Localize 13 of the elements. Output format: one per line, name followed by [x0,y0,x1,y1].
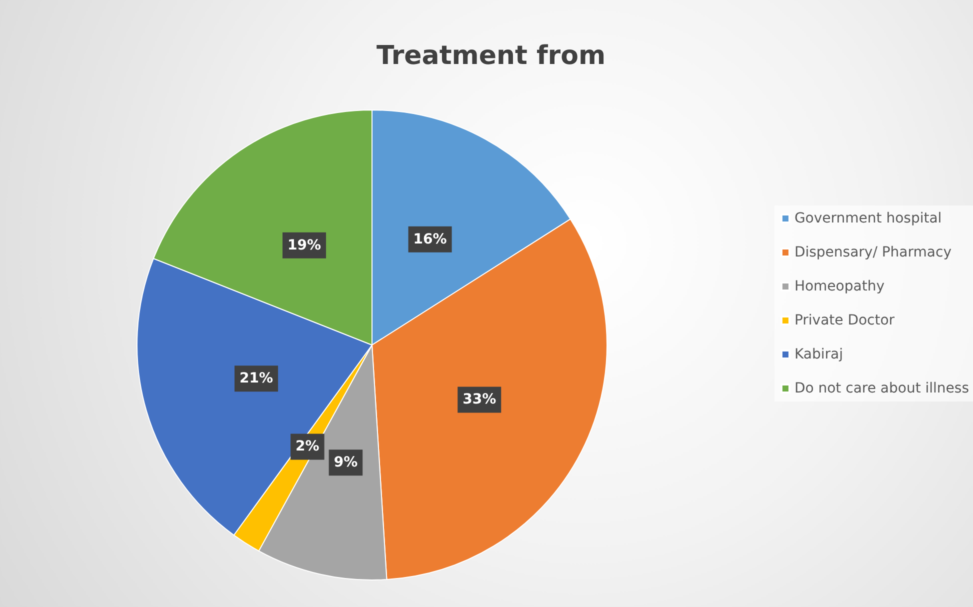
legend-label: Homeopathy [794,278,884,294]
legend-label: Private Doctor [794,312,895,328]
data-label: 21% [240,370,274,387]
legend-label: Dispensary/ Pharmacy [794,244,952,260]
data-label: 33% [462,392,496,408]
legend-label: Government hospital [794,210,942,226]
data-label: 9% [334,454,358,471]
legend-label: Do not care about illness [794,380,970,396]
data-label: 2% [296,438,320,455]
data-label: 16% [413,231,447,248]
chart-title: Treatment from [376,41,606,71]
legend-label: Kabiraj [794,346,843,362]
data-label: 19% [288,237,322,254]
